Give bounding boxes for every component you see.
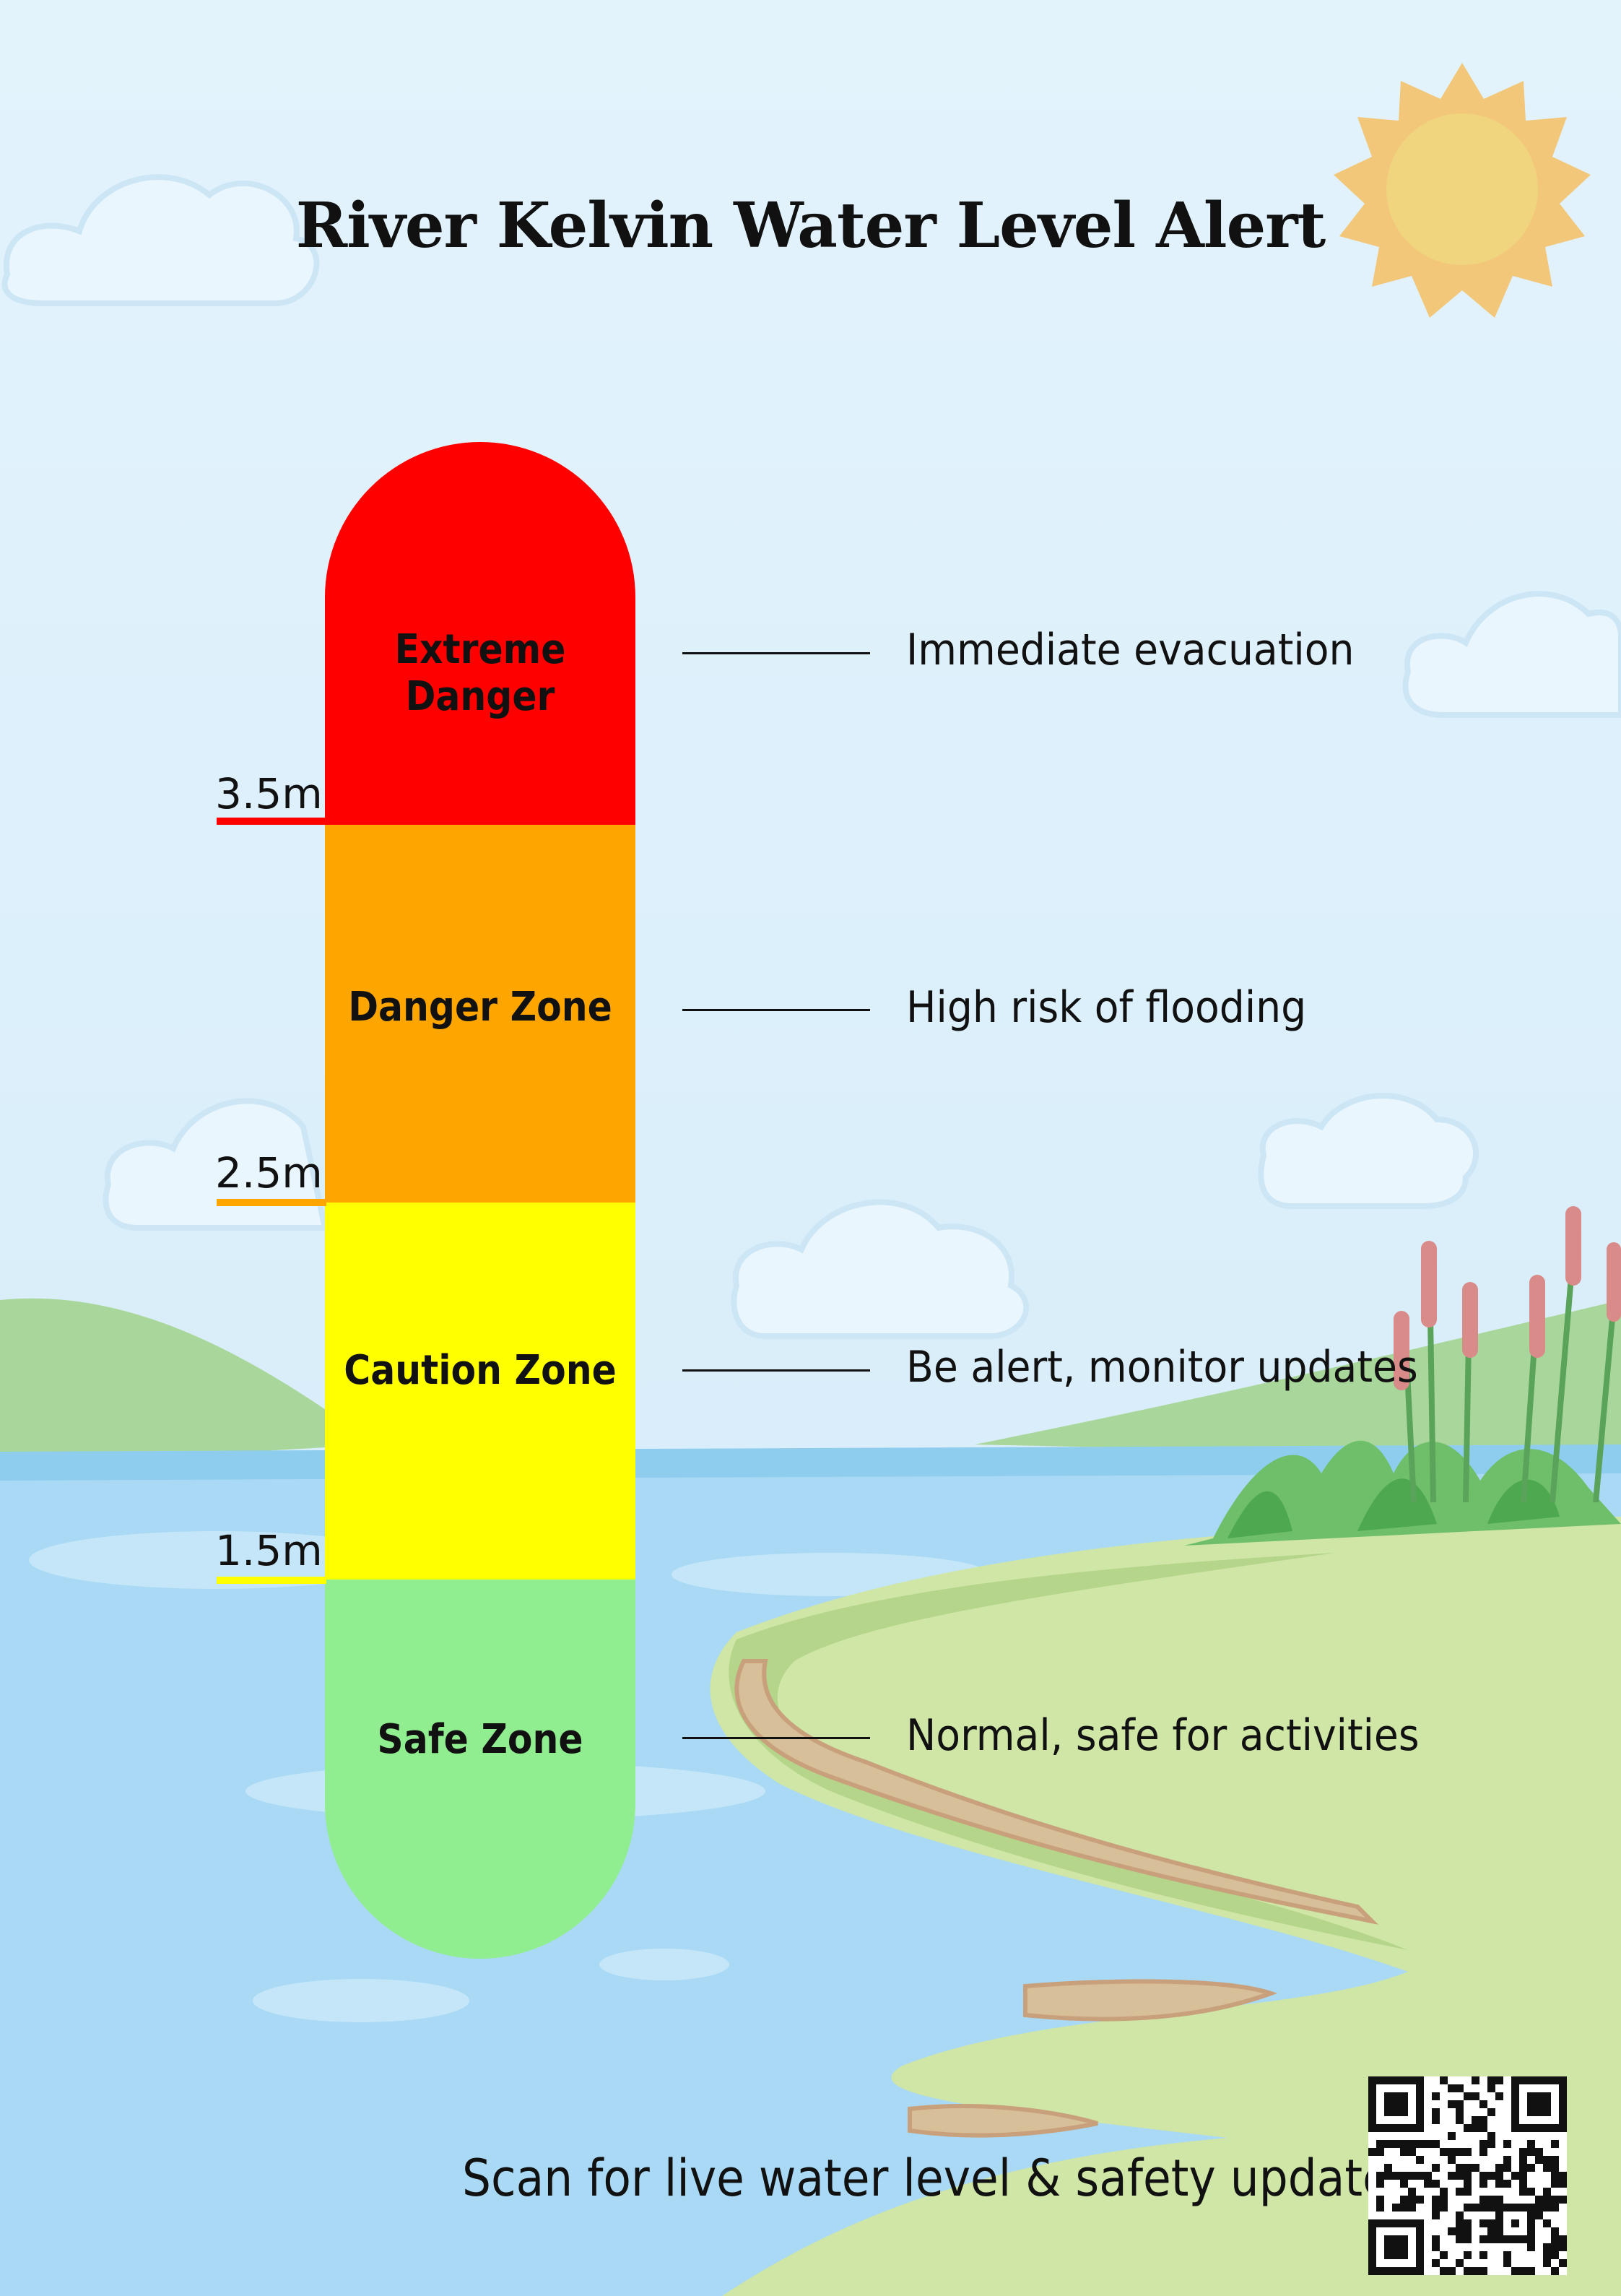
hill-left	[0, 1298, 375, 1466]
zone-label-safe: Safe Zone	[377, 1716, 583, 1763]
zone-caution	[325, 1203, 635, 1580]
threshold-label-3-5m: 3.5m	[215, 769, 323, 818]
threshold-line-3-5m	[217, 818, 326, 825]
connector-danger	[682, 1009, 870, 1011]
hill-right	[975, 1300, 1621, 1459]
threshold-line-1-5m	[217, 1577, 326, 1584]
zone-label-danger: Danger Zone	[348, 984, 612, 1031]
description-caution: Be alert, monitor updates	[906, 1342, 1418, 1392]
connector-safe	[682, 1737, 870, 1739]
description-extreme-danger: Immediate evacuation	[906, 625, 1355, 675]
clouds	[1, 174, 1621, 1339]
zone-label-caution: Caution Zone	[344, 1347, 617, 1394]
description-danger: High risk of flooding	[906, 982, 1307, 1033]
water-level-gauge: Extreme Danger Danger Zone Caution Zone …	[325, 442, 635, 1959]
scan-call-to-action: Scan for live water level & safety updat…	[462, 2149, 1414, 2208]
connector-caution	[682, 1369, 870, 1372]
zone-safe	[325, 1580, 635, 1959]
sun-icon	[1334, 63, 1591, 318]
page-title: River Kelvin Water Level Alert	[295, 189, 1326, 262]
qr-code-icon[interactable]	[1368, 2076, 1567, 2275]
zone-danger	[325, 825, 635, 1203]
threshold-label-1-5m: 1.5m	[215, 1526, 323, 1575]
connector-extreme-danger	[682, 652, 870, 654]
threshold-line-2-5m	[217, 1199, 326, 1206]
reeds	[1184, 1206, 1621, 1546]
zone-label-extreme-danger: Extreme Danger	[394, 626, 566, 720]
description-safe: Normal, safe for activities	[906, 1710, 1420, 1761]
threshold-label-2-5m: 2.5m	[215, 1148, 323, 1197]
zone-extreme-danger	[325, 442, 635, 825]
